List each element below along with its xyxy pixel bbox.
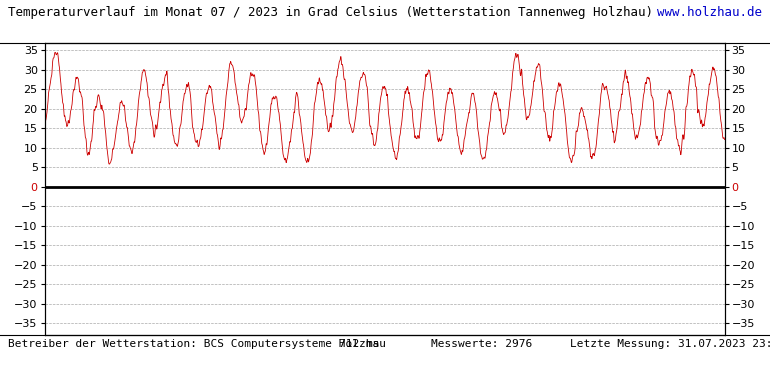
- Text: Messwerte: 2976: Messwerte: 2976: [431, 339, 532, 349]
- Text: Temperaturverlauf im Monat 07 / 2023 in Grad Celsius (Wetterstation Tannenweg Ho: Temperaturverlauf im Monat 07 / 2023 in …: [8, 6, 653, 18]
- Text: Betreiber der Wetterstation: BCS Computersysteme Holzhau: Betreiber der Wetterstation: BCS Compute…: [8, 339, 386, 349]
- Text: www.holzhau.de: www.holzhau.de: [658, 6, 762, 18]
- Text: Letzte Messung: 31.07.2023 23:45 Uhr: Letzte Messung: 31.07.2023 23:45 Uhr: [570, 339, 770, 349]
- Text: 712 ms: 712 ms: [339, 339, 380, 349]
